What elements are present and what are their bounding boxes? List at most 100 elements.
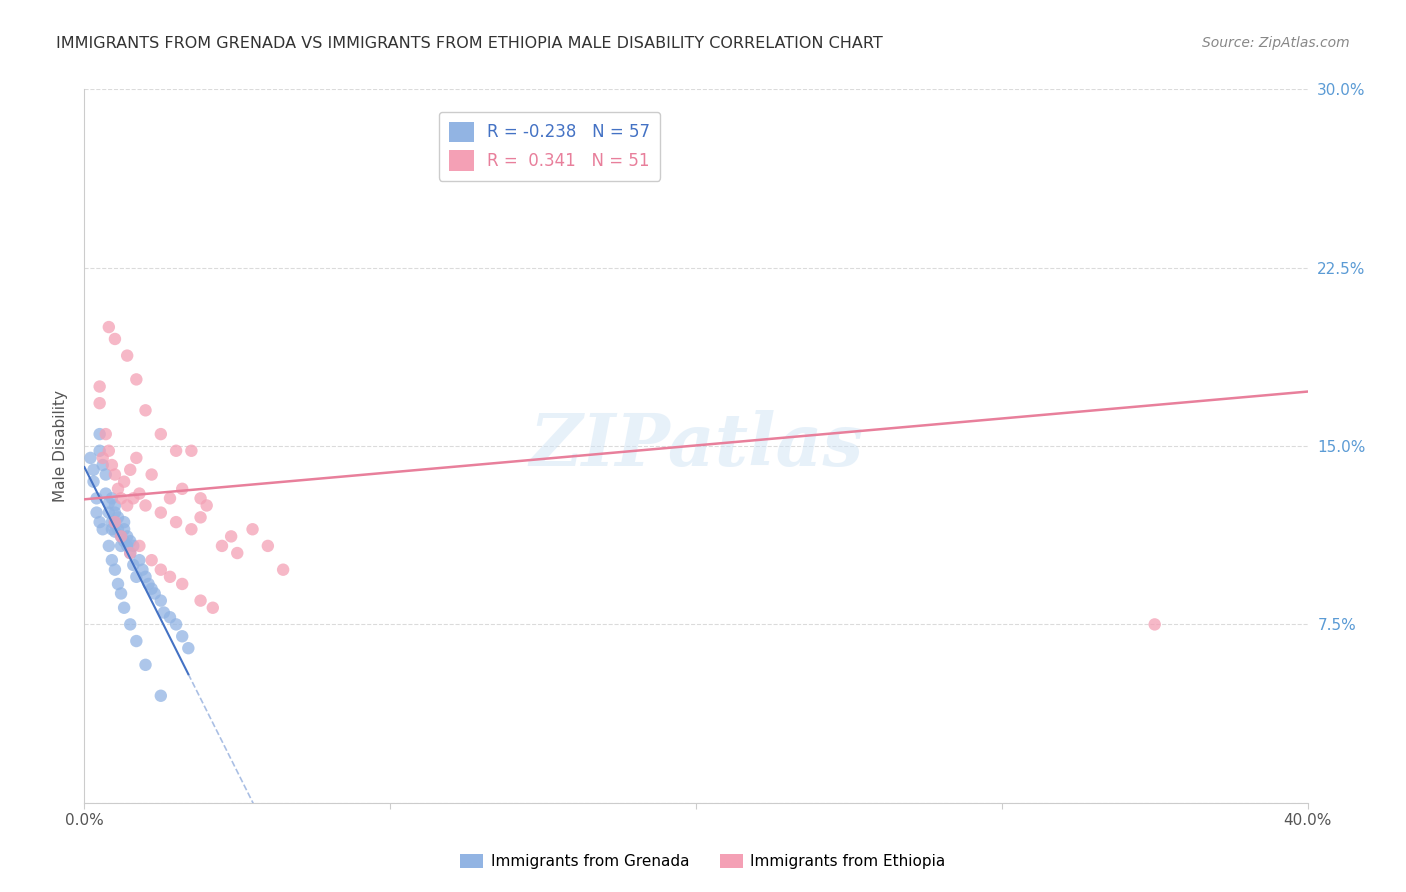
Point — [83, 475, 105, 489]
Point — [97, 320, 120, 334]
Point — [120, 463, 142, 477]
Point — [115, 349, 138, 363]
Point — [94, 467, 117, 482]
Point — [104, 467, 127, 482]
Point — [131, 563, 153, 577]
Point — [122, 558, 145, 572]
Point — [211, 539, 233, 553]
Point — [141, 553, 163, 567]
Point — [141, 467, 163, 482]
Point — [135, 570, 157, 584]
Point — [271, 563, 294, 577]
Point — [120, 546, 142, 560]
Point — [1143, 617, 1166, 632]
Point — [135, 499, 157, 513]
Point — [159, 610, 181, 624]
Point — [107, 510, 129, 524]
Point — [138, 577, 160, 591]
Point — [107, 577, 129, 591]
Point — [120, 546, 142, 560]
Point — [165, 515, 187, 529]
Point — [97, 496, 120, 510]
Point — [128, 486, 150, 500]
Point — [112, 600, 135, 615]
Point — [112, 515, 135, 529]
Point — [97, 506, 120, 520]
Point — [190, 491, 212, 506]
Y-axis label: Male Disability: Male Disability — [52, 390, 67, 502]
Point — [83, 463, 105, 477]
Point — [257, 539, 280, 553]
Text: IMMIGRANTS FROM GRENADA VS IMMIGRANTS FROM ETHIOPIA MALE DISABILITY CORRELATION : IMMIGRANTS FROM GRENADA VS IMMIGRANTS FR… — [56, 36, 883, 51]
Point — [107, 522, 129, 536]
Point — [190, 593, 212, 607]
Point — [101, 491, 124, 506]
Legend: Immigrants from Grenada, Immigrants from Ethiopia: Immigrants from Grenada, Immigrants from… — [454, 848, 952, 875]
Point — [195, 499, 218, 513]
Point — [79, 450, 101, 465]
Point — [104, 515, 127, 529]
Point — [110, 539, 132, 553]
Legend: R = -0.238   N = 57, R =  0.341   N = 51: R = -0.238 N = 57, R = 0.341 N = 51 — [439, 112, 659, 181]
Point — [91, 522, 114, 536]
Point — [125, 450, 148, 465]
Point — [128, 539, 150, 553]
Point — [128, 553, 150, 567]
Point — [89, 515, 111, 529]
Point — [110, 491, 132, 506]
Point — [149, 506, 172, 520]
Point — [110, 529, 132, 543]
Point — [159, 491, 181, 506]
Point — [104, 515, 127, 529]
Point — [104, 332, 127, 346]
Point — [172, 629, 194, 643]
Point — [89, 379, 111, 393]
Point — [115, 529, 138, 543]
Point — [180, 443, 202, 458]
Point — [172, 482, 194, 496]
Point — [94, 427, 117, 442]
Point — [135, 403, 157, 417]
Point — [97, 443, 120, 458]
Point — [110, 529, 132, 543]
Point — [120, 617, 142, 632]
Point — [91, 458, 114, 472]
Point — [135, 657, 157, 672]
Point — [104, 506, 127, 520]
Point — [242, 522, 264, 536]
Point — [149, 593, 172, 607]
Point — [101, 522, 124, 536]
Point — [112, 534, 135, 549]
Point — [219, 529, 242, 543]
Point — [153, 606, 176, 620]
Point — [115, 499, 138, 513]
Point — [149, 689, 172, 703]
Point — [97, 539, 120, 553]
Point — [112, 475, 135, 489]
Point — [104, 563, 127, 577]
Point — [125, 634, 148, 648]
Point — [141, 582, 163, 596]
Point — [94, 486, 117, 500]
Point — [159, 570, 181, 584]
Point — [86, 506, 108, 520]
Point — [101, 553, 124, 567]
Point — [89, 396, 111, 410]
Point — [101, 458, 124, 472]
Point — [201, 600, 224, 615]
Point — [107, 482, 129, 496]
Point — [149, 427, 172, 442]
Text: ZIPatlas: ZIPatlas — [529, 410, 863, 482]
Point — [180, 522, 202, 536]
Point — [112, 522, 135, 536]
Point — [165, 443, 187, 458]
Point — [190, 510, 212, 524]
Point — [91, 450, 114, 465]
Point — [172, 577, 194, 591]
Point — [177, 641, 200, 656]
Point — [115, 539, 138, 553]
Point — [122, 539, 145, 553]
Point — [110, 586, 132, 600]
Point — [89, 427, 111, 442]
Point — [149, 563, 172, 577]
